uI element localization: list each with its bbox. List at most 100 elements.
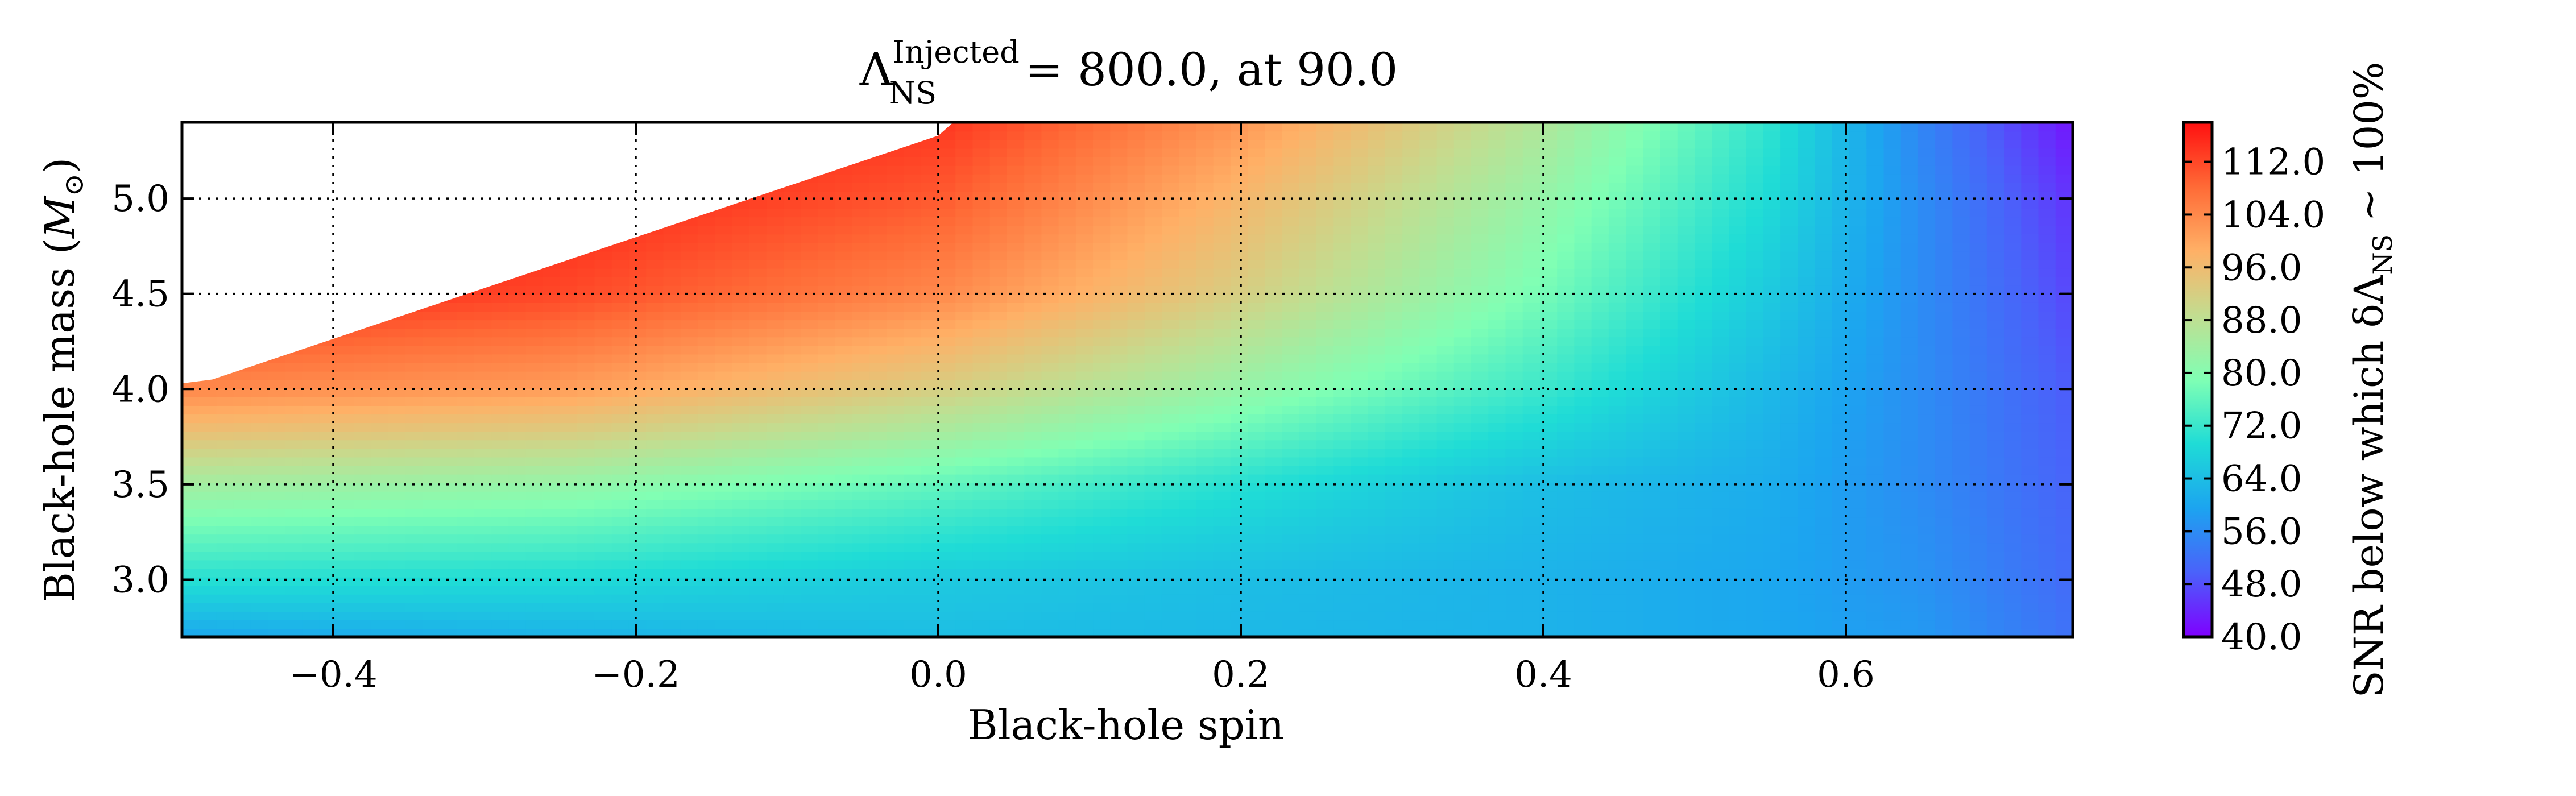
heatmap-cell bbox=[1935, 440, 1953, 449]
heatmap-cell bbox=[560, 302, 578, 312]
heatmap-cell bbox=[887, 619, 905, 629]
heatmap-cell bbox=[1144, 251, 1163, 260]
heatmap-cell bbox=[1144, 602, 1163, 612]
heatmap-cell bbox=[972, 345, 991, 355]
heatmap-cell bbox=[628, 619, 647, 629]
heatmap-cell bbox=[2004, 293, 2022, 303]
heatmap-cell bbox=[1522, 594, 1541, 603]
heatmap-cell bbox=[1265, 440, 1283, 449]
heatmap-cell bbox=[1608, 440, 1627, 449]
heatmap-cell bbox=[440, 440, 458, 449]
heatmap-cell bbox=[1213, 293, 1232, 303]
heatmap-cell bbox=[1385, 559, 1403, 569]
heatmap-cell bbox=[354, 508, 372, 518]
heatmap-cell bbox=[525, 628, 544, 637]
heatmap-cell bbox=[577, 396, 595, 406]
heatmap-cell bbox=[1866, 448, 1885, 458]
heatmap-cell bbox=[1453, 371, 1472, 380]
heatmap-cell bbox=[938, 585, 956, 595]
heatmap-cell bbox=[1075, 431, 1094, 441]
heatmap-cell bbox=[216, 431, 234, 441]
heatmap-cell bbox=[457, 559, 475, 569]
heatmap-cell bbox=[1986, 345, 2005, 355]
heatmap-cell bbox=[972, 319, 991, 329]
heatmap-cell bbox=[1282, 362, 1300, 372]
heatmap-cell bbox=[1522, 559, 1541, 569]
heatmap-cell bbox=[302, 474, 321, 483]
heatmap-cell bbox=[1471, 457, 1489, 466]
heatmap-cell bbox=[835, 611, 854, 621]
heatmap-cell bbox=[1196, 422, 1214, 432]
heatmap-cell bbox=[1712, 508, 1730, 518]
heatmap-cell bbox=[628, 431, 647, 441]
heatmap-cell bbox=[1007, 276, 1025, 286]
heatmap-cell bbox=[1127, 379, 1145, 389]
heatmap-cell bbox=[1557, 371, 1575, 380]
heatmap-cell bbox=[2004, 628, 2022, 637]
heatmap-cell bbox=[921, 577, 939, 586]
heatmap-cell bbox=[560, 379, 578, 389]
heatmap-cell bbox=[1093, 499, 1111, 509]
heatmap-cell bbox=[732, 594, 750, 603]
heatmap-cell bbox=[1179, 405, 1197, 415]
heatmap-cell bbox=[1144, 293, 1163, 303]
heatmap-cell bbox=[955, 345, 974, 355]
heatmap-cell bbox=[1230, 354, 1249, 363]
heatmap-cell bbox=[302, 525, 321, 535]
heatmap-cell bbox=[663, 293, 681, 303]
heatmap-cell bbox=[697, 422, 716, 432]
heatmap-cell bbox=[1368, 534, 1386, 544]
heatmap-cell bbox=[835, 431, 854, 441]
heatmap-cell bbox=[1093, 559, 1111, 569]
heatmap-cell bbox=[1248, 431, 1266, 441]
heatmap-cell bbox=[302, 499, 321, 509]
heatmap-cell bbox=[2055, 319, 2073, 329]
heatmap-cell bbox=[508, 499, 527, 509]
heatmap-cell bbox=[989, 337, 1008, 346]
heatmap-cell bbox=[474, 611, 492, 621]
heatmap-cell bbox=[491, 345, 510, 355]
heatmap-cell bbox=[268, 568, 286, 578]
heatmap-cell bbox=[783, 602, 802, 612]
heatmap-cell bbox=[1969, 482, 1988, 492]
heatmap-cell bbox=[611, 371, 630, 380]
heatmap-cell bbox=[766, 388, 785, 397]
heatmap-cell bbox=[1436, 559, 1455, 569]
heatmap-cell bbox=[440, 354, 458, 363]
heatmap-cell bbox=[818, 379, 836, 389]
heatmap-cell bbox=[1041, 457, 1059, 466]
heatmap-cell bbox=[628, 354, 647, 363]
heatmap-cell bbox=[1557, 319, 1575, 329]
heatmap-cell bbox=[371, 619, 389, 629]
heatmap-cell bbox=[955, 302, 974, 312]
heatmap-cell bbox=[1866, 525, 1885, 535]
heatmap-cell bbox=[732, 585, 750, 595]
heatmap-cell bbox=[1316, 440, 1335, 449]
heatmap-cell bbox=[371, 508, 389, 518]
heatmap-cell bbox=[989, 259, 1008, 269]
heatmap-cell bbox=[749, 568, 767, 578]
heatmap-cell bbox=[1591, 474, 1610, 483]
heatmap-cell bbox=[1161, 594, 1180, 603]
heatmap-cell bbox=[1333, 525, 1352, 535]
heatmap-cell bbox=[938, 422, 956, 432]
heatmap-cell bbox=[577, 491, 595, 500]
heatmap-cell bbox=[1179, 354, 1197, 363]
heatmap-cell bbox=[1471, 293, 1489, 303]
heatmap-cell bbox=[1763, 293, 1782, 303]
heatmap-cell bbox=[337, 585, 355, 595]
heatmap-cell bbox=[1952, 319, 1970, 329]
heatmap-cell bbox=[732, 396, 750, 406]
heatmap-cell bbox=[1695, 585, 1713, 595]
heatmap-cell bbox=[474, 310, 492, 321]
heatmap-cell bbox=[2021, 310, 2039, 321]
heatmap-cell bbox=[1093, 310, 1111, 321]
heatmap-cell bbox=[646, 559, 664, 569]
heatmap-cell bbox=[1230, 259, 1249, 269]
heatmap-cell bbox=[560, 422, 578, 432]
heatmap-cell bbox=[1849, 405, 1867, 415]
heatmap-cell bbox=[1316, 371, 1335, 380]
heatmap-cell bbox=[1351, 577, 1369, 586]
heatmap-cell bbox=[732, 559, 750, 569]
heatmap-cell bbox=[1917, 302, 1936, 312]
